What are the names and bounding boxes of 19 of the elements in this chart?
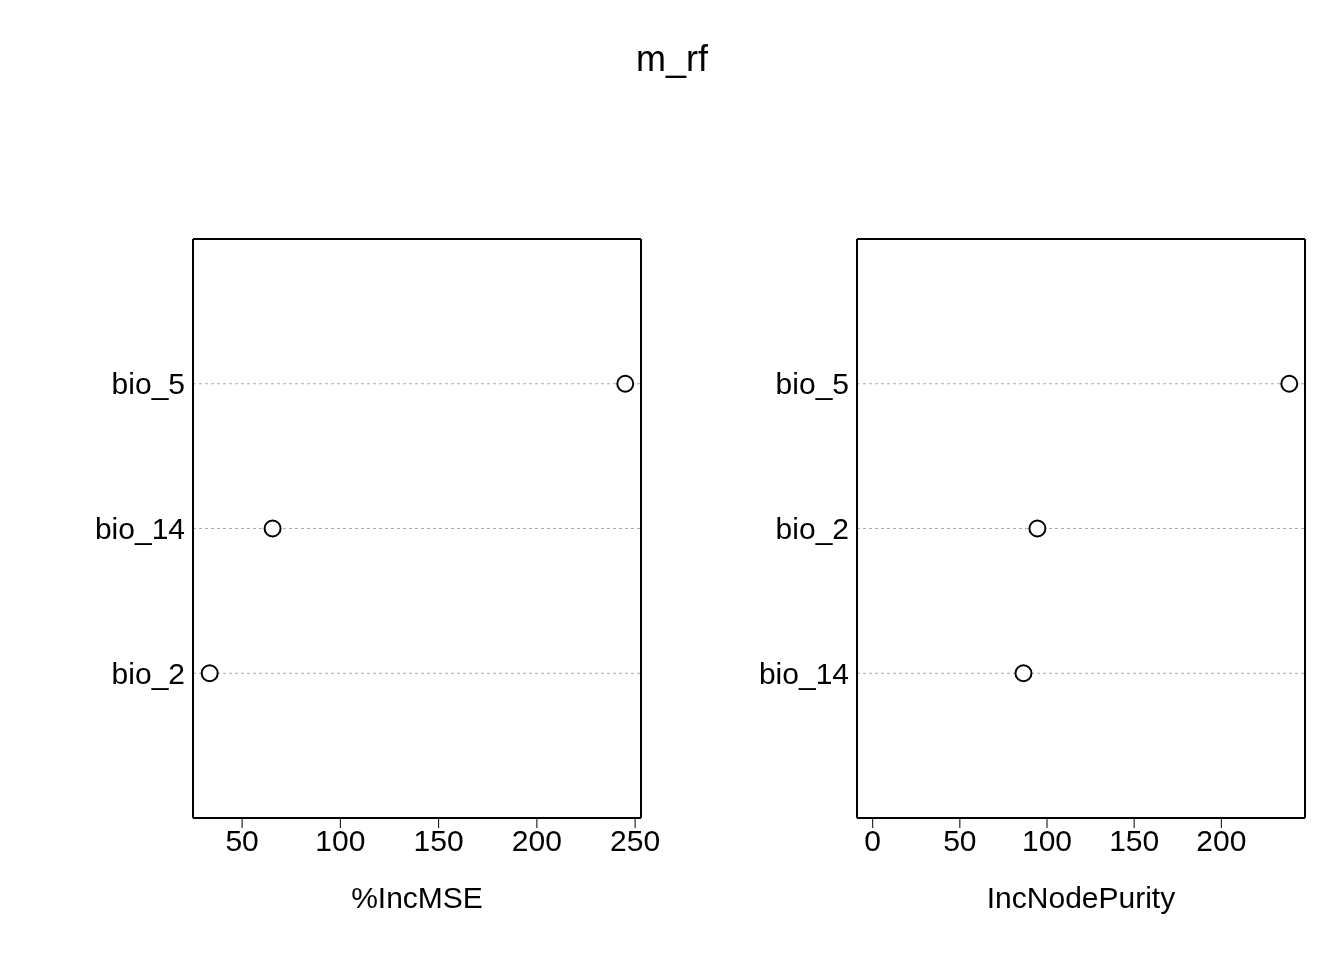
y-tick-label: bio_14 [94,512,185,546]
x-tick-label: 200 [511,824,562,858]
x-tick-label: 100 [1021,824,1073,858]
x-tick-label: 250 [610,824,661,858]
y-tick-label: bio_5 [775,367,849,401]
x-tick-label: 200 [1196,824,1247,858]
y-tick-label: bio_2 [775,512,849,546]
x-tick-label: 50 [943,824,977,858]
x-axis-title: %IncMSE [351,881,483,914]
chart-title: m_rf [635,37,709,81]
y-tick-label: bio_2 [111,656,185,690]
x-tick-label: 0 [864,824,882,858]
x-tick-label: 50 [225,824,259,858]
y-tick-label: bio_14 [758,656,849,690]
x-tick-label: 150 [413,824,464,858]
x-tick-label: 150 [1109,824,1160,858]
x-tick-label: 100 [315,824,366,858]
y-tick-label: bio_5 [111,367,185,401]
x-axis-title: IncNodePurity [986,881,1176,914]
